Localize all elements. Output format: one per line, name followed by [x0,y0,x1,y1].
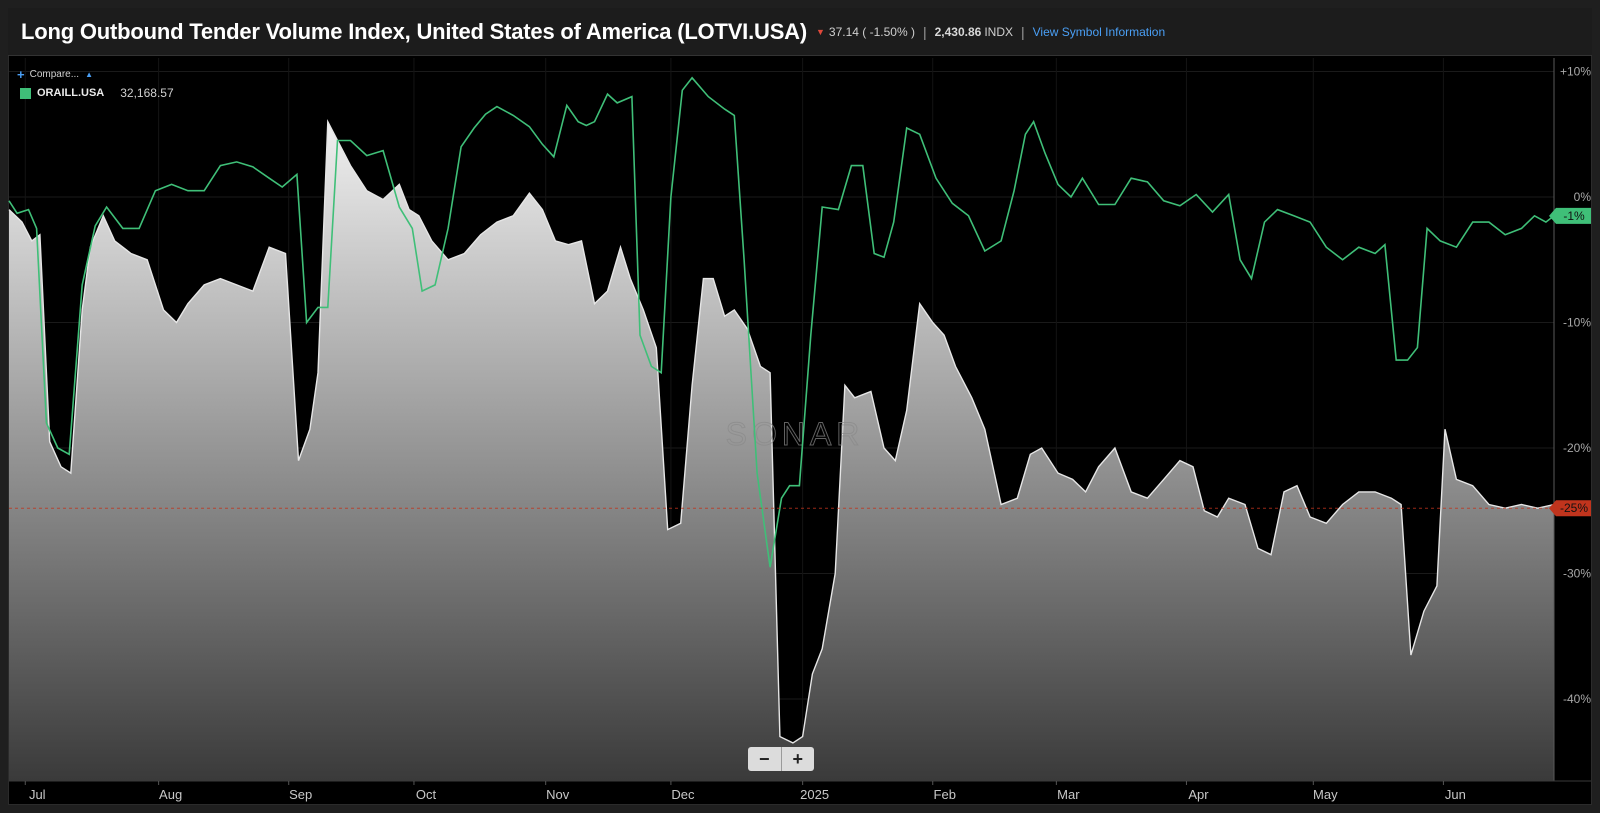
zoom-controls: − + [748,747,814,771]
lotvi-line [8,119,1555,744]
current-value-badge-label: -25% [1560,501,1588,515]
x-tick-label: Sep [289,787,312,802]
x-tick-label: Mar [1057,787,1080,802]
down-arrow-icon: ▼ [816,26,825,37]
y-tick-label: 0% [1574,190,1592,204]
separator: | [922,23,927,40]
x-tick-label: May [1313,787,1338,802]
separator: | [1021,23,1025,40]
x-tick-label: Oct [416,787,437,802]
y-tick-label: +10% [1560,65,1591,79]
value-unit: INDX [984,24,1013,39]
price-change-text: 37.14 ( -1.50% ) [828,24,915,39]
y-tick-label: -40% [1563,692,1591,706]
chevron-up-icon: ▲ [85,70,93,79]
sonar-watermark: SONAR [726,416,865,452]
zoom-out-button[interactable]: − [758,748,770,769]
compare-button[interactable]: + Compare... ▲ [17,67,93,82]
x-tick-label: Aug [159,787,182,802]
view-symbol-info-link[interactable]: View Symbol Information [1032,24,1166,39]
x-tick-label: Nov [546,787,570,802]
current-value-badge: -1% [1549,207,1591,224]
price-change: ▼ 37.14 ( -1.50% ) [816,25,915,39]
legend-swatch [20,87,31,99]
chart-header: Long Outbound Tender Volume Index, Unite… [8,8,1592,56]
zoom-in-button[interactable]: + [780,747,815,771]
current-value-badge: -25% [1549,500,1591,517]
x-tick-label: Feb [934,787,956,802]
y-tick-label: -20% [1563,441,1591,455]
x-axis: Jul Aug Sep Oct Nov Dec 2025 Feb Mar Apr May Jun [24,781,1466,802]
plus-icon: + [17,67,25,82]
compare-label: Compare... [29,69,80,80]
legend-value: 32,168.57 [120,86,174,100]
current-value-badge-label: -1% [1563,209,1585,223]
legend-symbol: ORAILL.USA [37,87,105,99]
current-value-badges: -1% -25% [1549,207,1591,517]
y-tick-label: -30% [1563,567,1591,581]
chart-title: Long Outbound Tender Volume Index, Unite… [21,18,807,44]
y-tick-label: -10% [1563,316,1591,330]
oraill-line [8,76,1555,568]
y-axis: +10% 0% -10% -20% -30% -40% [1560,65,1591,707]
x-tick-label: Dec [671,787,695,802]
x-tick-label: Jun [1445,787,1466,802]
lotvi-area [9,121,1554,781]
x-tick-label: Apr [1188,787,1209,802]
legend[interactable]: ORAILL.USA 32,168.57 [20,86,174,100]
last-value: 2,430.86 [934,24,982,39]
x-tick-label: 2025 [800,787,829,802]
x-tick-label: Jul [29,787,46,802]
